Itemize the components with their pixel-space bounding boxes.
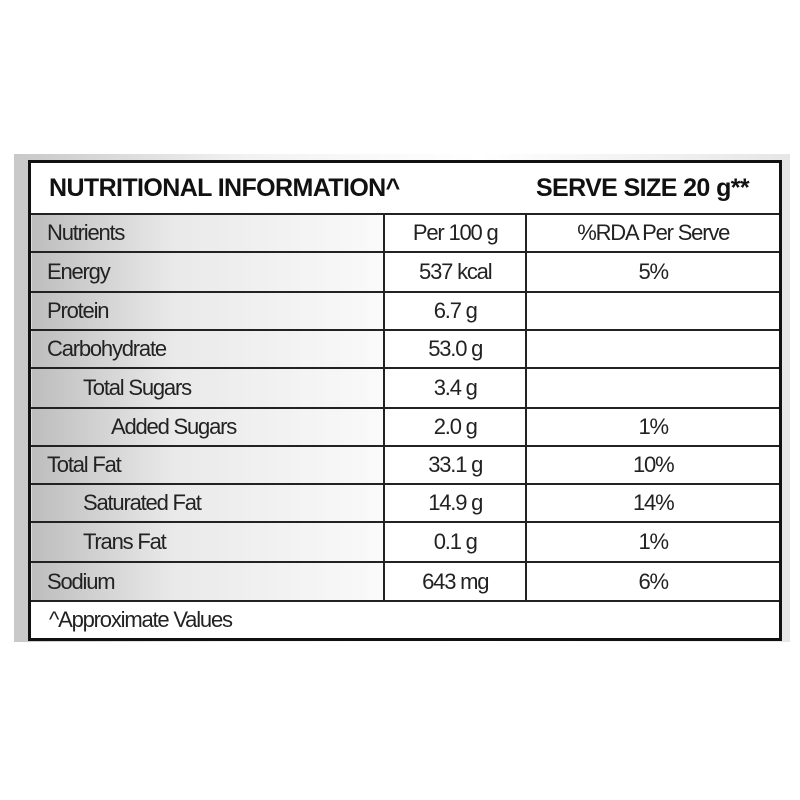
nutrient-row: Trans Fat 0.1 g 1% [28, 521, 782, 563]
nutrition-table: NUTRITIONAL INFORMATION^ SERVE SIZE 20 g… [28, 160, 782, 641]
nutrient-row: Saturated Fat 14.9 g 14% [28, 483, 782, 523]
footer: ^Approximate Values [28, 600, 782, 641]
nutrient-row: Total Fat 33.1 g 10% [28, 445, 782, 485]
per-100g: 537 kcal [382, 251, 528, 293]
rda-per-serve: 1% [525, 521, 782, 563]
nutrient-name: Total Sugars [28, 367, 385, 409]
per-100g: 33.1 g [382, 445, 528, 485]
footer-row: ^Approximate Values [28, 600, 782, 641]
rda-per-serve [525, 291, 782, 331]
rda-per-serve: 1% [525, 407, 782, 447]
rda-per-serve: 5% [525, 251, 782, 293]
table-body: Energy 537 kcal 5% Protein 6.7 g Carbohydrate… [28, 251, 782, 602]
nutrient-name: Sodium [28, 561, 385, 602]
nutrient-row: Energy 537 kcal 5% [28, 251, 782, 293]
header-row: NUTRITIONAL INFORMATION^ SERVE SIZE 20 g… [28, 160, 782, 215]
nutrient-name: Protein [28, 291, 385, 331]
nutrient-row: Protein 6.7 g [28, 291, 782, 331]
per-100g: 14.9 g [382, 483, 528, 523]
serve-size: SERVE SIZE 20 g** [535, 173, 750, 202]
rda-per-serve: 14% [525, 483, 782, 523]
column-header-row: Nutrients Per 100 g %RDA Per Serve [28, 213, 782, 253]
nutrient-name: Total Fat [28, 445, 385, 485]
rda-per-serve [525, 367, 782, 409]
nutrient-name: Saturated Fat [28, 483, 385, 523]
per-100g: 53.0 g [382, 329, 528, 369]
nutrient-row: Sodium 643 mg 6% [28, 561, 782, 602]
column-header: Nutrients [28, 213, 385, 253]
nutrient-name: Carbohydrate [28, 329, 385, 369]
per-100g: 3.4 g [382, 367, 528, 409]
nutrient-name: Trans Fat [28, 521, 385, 563]
column-header: Per 100 g [382, 213, 528, 253]
nutrient-name: Added Sugars [28, 407, 385, 447]
nutrient-row: Added Sugars 2.0 g 1% [28, 407, 782, 447]
column-header: %RDA Per Serve [525, 213, 782, 253]
rda-per-serve: 10% [525, 445, 782, 485]
nutrient-row: Carbohydrate 53.0 g [28, 329, 782, 369]
title: NUTRITIONAL INFORMATION^ [49, 173, 400, 202]
per-100g: 643 mg [382, 561, 528, 602]
header-cell: NUTRITIONAL INFORMATION^ SERVE SIZE 20 g… [28, 160, 782, 215]
per-100g: 0.1 g [382, 521, 528, 563]
nutrient-name: Energy [28, 251, 385, 293]
nutrient-row: Total Sugars 3.4 g [28, 367, 782, 409]
rda-per-serve: 6% [525, 561, 782, 602]
per-100g: 6.7 g [382, 291, 528, 331]
rda-per-serve [525, 329, 782, 369]
per-100g: 2.0 g [382, 407, 528, 447]
